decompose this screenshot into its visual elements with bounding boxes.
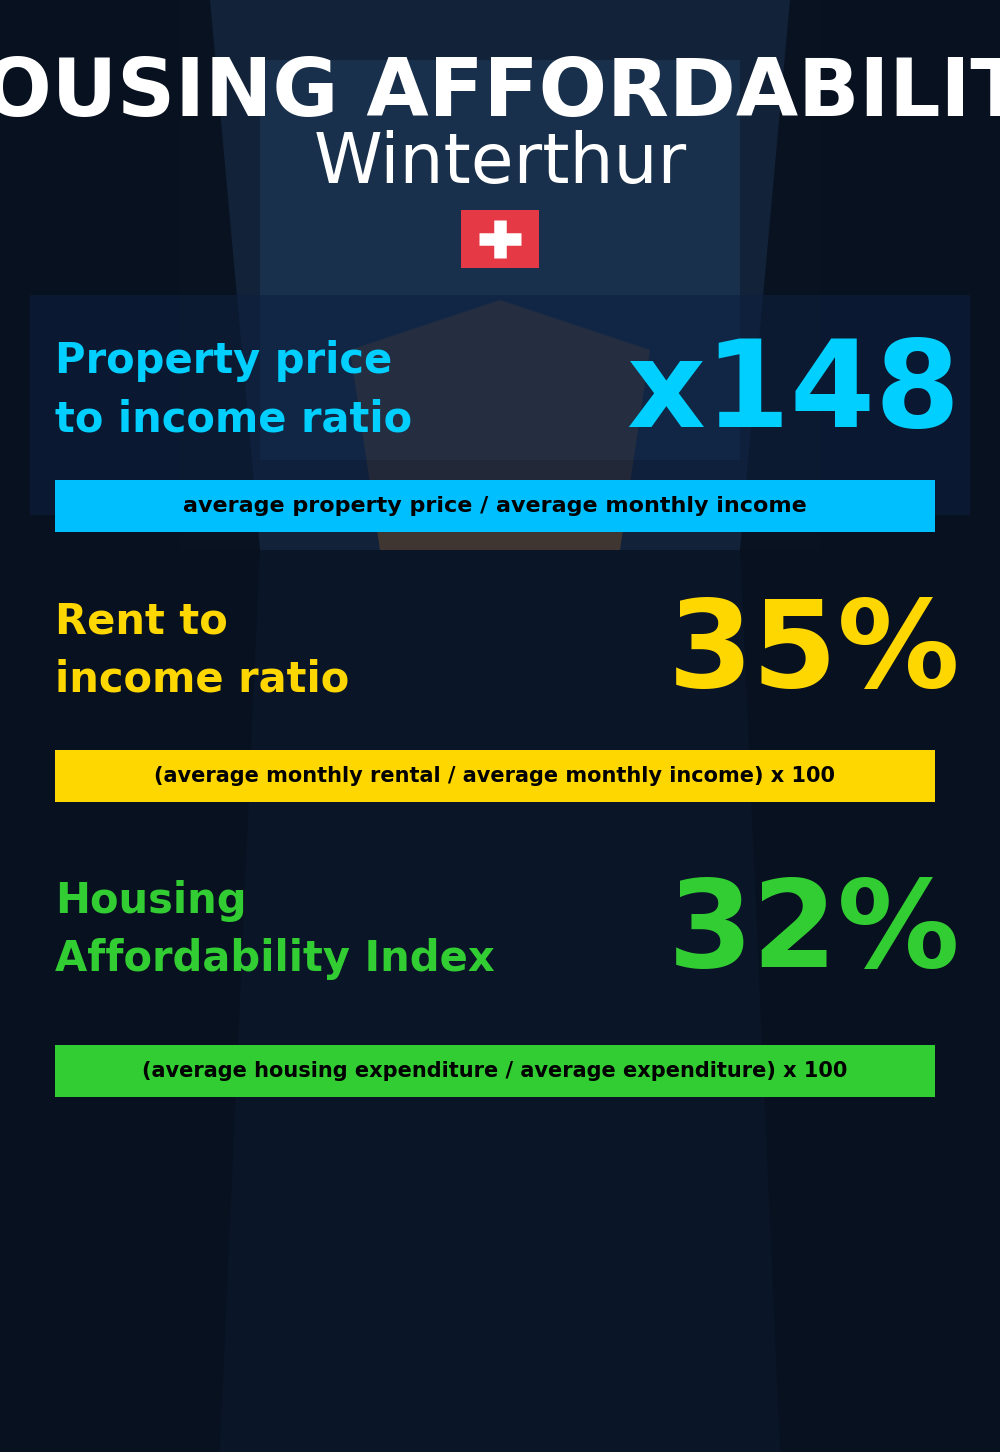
Text: Property price
to income ratio: Property price to income ratio [55,340,412,440]
Text: (average housing expenditure / average expenditure) x 100: (average housing expenditure / average e… [142,1061,848,1080]
Text: Winterthur: Winterthur [313,131,687,197]
Text: 32%: 32% [667,876,960,992]
Polygon shape [740,0,1000,1452]
FancyBboxPatch shape [55,481,935,531]
Polygon shape [350,301,650,550]
Text: Rent to
income ratio: Rent to income ratio [55,600,349,700]
FancyBboxPatch shape [180,0,820,550]
FancyBboxPatch shape [55,1045,935,1098]
Text: average property price / average monthly income: average property price / average monthly… [183,497,807,515]
Text: Housing
Affordability Index: Housing Affordability Index [55,880,495,980]
FancyBboxPatch shape [260,60,740,460]
Text: x148: x148 [626,335,960,452]
FancyBboxPatch shape [55,751,935,802]
Polygon shape [0,0,260,1452]
Text: HOUSING AFFORDABILITY: HOUSING AFFORDABILITY [0,55,1000,134]
FancyBboxPatch shape [461,211,539,269]
Text: (average monthly rental / average monthly income) x 100: (average monthly rental / average monthl… [154,767,836,786]
FancyBboxPatch shape [30,295,970,515]
Text: 35%: 35% [667,595,960,711]
